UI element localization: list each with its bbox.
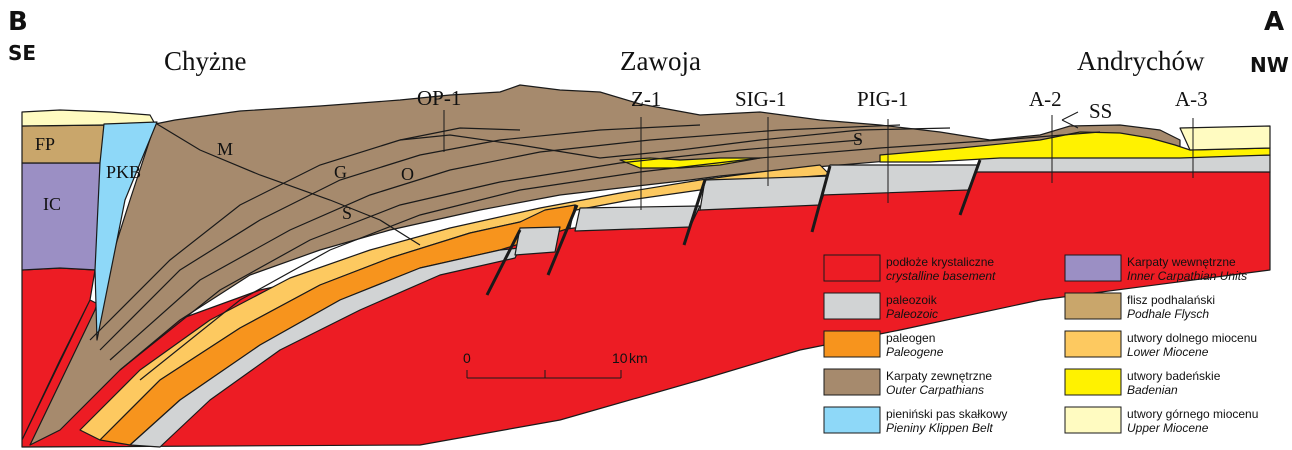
label-ic: IC [43,194,61,214]
corner-left-direction: SE [8,41,36,65]
legend-label-pl: utwory górnego miocenu [1127,407,1258,421]
scale-end: 10 [612,350,628,366]
place-chyzne: Chyżne [164,46,246,76]
legend-label-pl: utwory dolnego miocenu [1127,331,1257,345]
legend-label-en: Inner Carpathian Units [1127,269,1247,283]
legend-swatch [823,254,881,282]
legend-label-pl: paleogen [886,331,935,345]
legend-label-en: Lower Miocene [1127,345,1209,359]
legend-label-pl: podłoże krystaliczne [886,255,994,269]
legend-label-en: Paleogene [886,345,944,359]
label-m: M [217,139,233,159]
label-o: O [401,164,414,184]
corner-right-letter: A [1264,7,1284,37]
legend-label-en: Pieniny Klippen Belt [886,421,993,435]
legend-label-pl: Karpaty wewnętrzne [1127,255,1236,269]
well-sig1: SIG-1 [735,87,786,111]
upper-miocene-top [21,109,156,127]
place-andrychow: Andrychów [1077,46,1205,76]
well-a2: A-2 [1029,87,1062,111]
label-pkb: PKB [106,162,141,182]
label-g: G [334,162,347,182]
legend-swatch [823,406,881,434]
legend-label-pl: paleozoik [886,293,938,307]
well-lines [443,110,1194,210]
well-pig1: PIG-1 [857,87,908,111]
legend-swatch [1064,368,1122,396]
scale-bar: 0 10 km [463,350,648,379]
scale-unit: km [629,350,648,366]
well-a3: A-3 [1175,87,1208,111]
paleozoic-block-3 [699,175,831,211]
paleozoic-block-1 [514,226,561,256]
legend-label-pl: pieniński pas skałkowy [886,407,1007,421]
place-zawoja: Zawoja [620,46,701,76]
legend-swatch [823,292,881,320]
well-ss: SS [1089,99,1112,123]
label-s-left: S [342,203,352,223]
fault-lines [485,159,982,296]
legend-swatch [1064,254,1122,282]
corner-right-direction: NW [1250,53,1289,77]
label-fp: FP [35,134,55,154]
legend-label-en: Badenian [1127,383,1178,397]
legend-label-en: Outer Carpathians [886,383,984,397]
inner-carpathians-area [21,162,101,271]
pieniny-klippen-belt-area [94,121,158,341]
label-s-right: S [853,129,863,149]
legend-label-pl: Karpaty zewnętrzne [886,369,992,383]
legend-swatch [823,368,881,396]
upper-miocene-right [1179,125,1271,151]
scale-start: 0 [463,350,471,366]
paleozoic-block-2 [574,205,701,232]
legend-label-en: Podhale Flysch [1127,307,1209,321]
legend-swatch [823,330,881,358]
legend-label-pl: utwory badeńskie [1127,369,1221,383]
legend-label-en: crystalline basement [886,269,996,283]
paleozoic-block-4 [821,164,981,196]
outer-carpathians-area [29,84,1181,446]
legend-swatch [1064,406,1122,434]
legend-label-en: Upper Miocene [1127,421,1209,435]
well-op1: OP-1 [417,86,461,110]
well-z1: Z-1 [631,87,661,111]
legend-swatch [1064,292,1122,320]
legend-swatch [1064,330,1122,358]
thrust-lines [89,123,1101,381]
legend-label-pl: flisz podhalański [1127,293,1215,307]
legend-label-en: Paleozoic [886,307,938,321]
corner-left-letter: B [8,7,28,37]
